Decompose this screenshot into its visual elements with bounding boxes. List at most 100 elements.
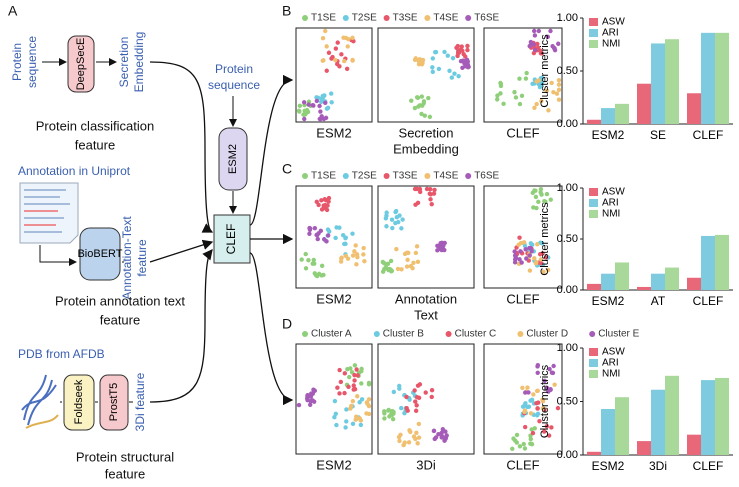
scatter-dot [354, 367, 359, 372]
scatter-dot [460, 48, 465, 53]
scatter-label: ESM2 [316, 291, 351, 306]
scatter-dot [424, 186, 430, 192]
scatter-dot [536, 28, 542, 34]
scatter-dot [393, 220, 398, 226]
scatter-dot [536, 400, 541, 405]
scatter-dot [539, 241, 545, 246]
scatter-dot [521, 240, 527, 245]
scatter-dot [339, 255, 344, 260]
scatter-dot [519, 260, 524, 265]
scatter-dot [319, 198, 324, 203]
bar [601, 273, 615, 290]
scatter-dot [390, 225, 395, 231]
legend-label: ARI [602, 358, 619, 369]
scatter-dot [352, 363, 358, 368]
scatter-dot [545, 34, 550, 40]
bar [715, 377, 729, 455]
scatter-dot [413, 250, 419, 256]
panels: T1SE T2SE T3SE T4SE T6SE ESM2 SecretionEmbeddi… [295, 12, 733, 473]
scatter-dot [296, 402, 302, 408]
scatter-dot [522, 424, 528, 430]
scatter-dot [513, 255, 519, 260]
scatter-dot [350, 399, 356, 404]
scatter-dot [314, 95, 319, 100]
legend-dot [302, 15, 308, 21]
scatter-dot [532, 188, 537, 193]
scatter-dot [465, 43, 470, 49]
scatter-dot [301, 100, 307, 105]
bar [687, 277, 701, 290]
scatter-dot [362, 258, 367, 264]
scatter-dot [303, 266, 309, 271]
scatter-dot [385, 261, 391, 267]
scatter-dot [555, 405, 561, 411]
scatter-dot [323, 100, 328, 105]
scatter-dot [333, 57, 338, 63]
scatter-dot [316, 271, 322, 277]
scatter-dot [533, 194, 539, 200]
legend-label: T2SE [352, 171, 377, 182]
label: Protein [215, 62, 253, 76]
label: Secretion [117, 37, 131, 88]
y-tick-label: 1.00 [557, 182, 578, 194]
scatter-dot [415, 259, 421, 264]
scatter-dot [333, 235, 338, 241]
legend-dot [589, 331, 596, 337]
scatter-dot [405, 257, 410, 263]
scatter-dot [309, 391, 314, 396]
scatter-dot [390, 416, 396, 422]
scatter-dot [411, 260, 416, 265]
bar [715, 32, 729, 125]
y-tick-label: 0.50 [557, 233, 578, 245]
scatter-dot [339, 52, 344, 57]
scatter-dot [321, 272, 326, 278]
scatter-dot [519, 93, 525, 99]
scatter-dot [435, 248, 440, 253]
scatter-dot [413, 399, 418, 404]
scatter-dot [536, 199, 541, 205]
scatter-dot [357, 400, 362, 405]
scatter-dot [359, 381, 364, 386]
scatter-dot [525, 404, 530, 410]
legend-dot [342, 173, 349, 179]
scatter-dot [546, 433, 552, 438]
scatter-dot [405, 408, 410, 413]
y-label: Cluster metrics [539, 202, 551, 276]
scatter-dot [522, 446, 528, 451]
legend-dot [302, 173, 308, 179]
scatter-label: 3Di [416, 457, 436, 472]
scatter-dot [520, 404, 526, 409]
scatter-dot [361, 252, 366, 257]
foldseek-box [63, 374, 95, 431]
bar [651, 389, 665, 455]
bar [615, 103, 629, 124]
label: Annotation in Uniprot [18, 164, 131, 178]
bar [637, 441, 651, 455]
legend-swatch [589, 188, 598, 196]
panel-label: D [282, 316, 292, 332]
legend-label: ASW [602, 17, 625, 28]
scatter-dot [548, 387, 553, 392]
scatter-dot [544, 191, 550, 197]
scatter-dot [365, 401, 370, 407]
scatter-dot [456, 73, 461, 79]
scatter-dot [531, 42, 536, 47]
legend-label: Cluster D [526, 329, 568, 340]
scatter-dot [312, 271, 317, 276]
scatter-dot [495, 93, 500, 98]
scatter-dot [318, 116, 323, 122]
scatter-dot [465, 64, 471, 70]
scatter-dot [517, 76, 522, 81]
scatter-dot [517, 235, 522, 240]
scatter-dot [456, 50, 462, 55]
scatter-frame [377, 185, 475, 289]
scatter-dot [415, 441, 420, 446]
scatter-dot [442, 247, 447, 253]
bar [665, 39, 679, 125]
scatter-label: CLEF [506, 291, 539, 306]
scatter-dot [431, 428, 437, 434]
scatter-dot [343, 241, 348, 247]
scatter-frame [295, 27, 373, 123]
label: Embedding [132, 32, 146, 93]
scatter-dot [399, 267, 404, 272]
